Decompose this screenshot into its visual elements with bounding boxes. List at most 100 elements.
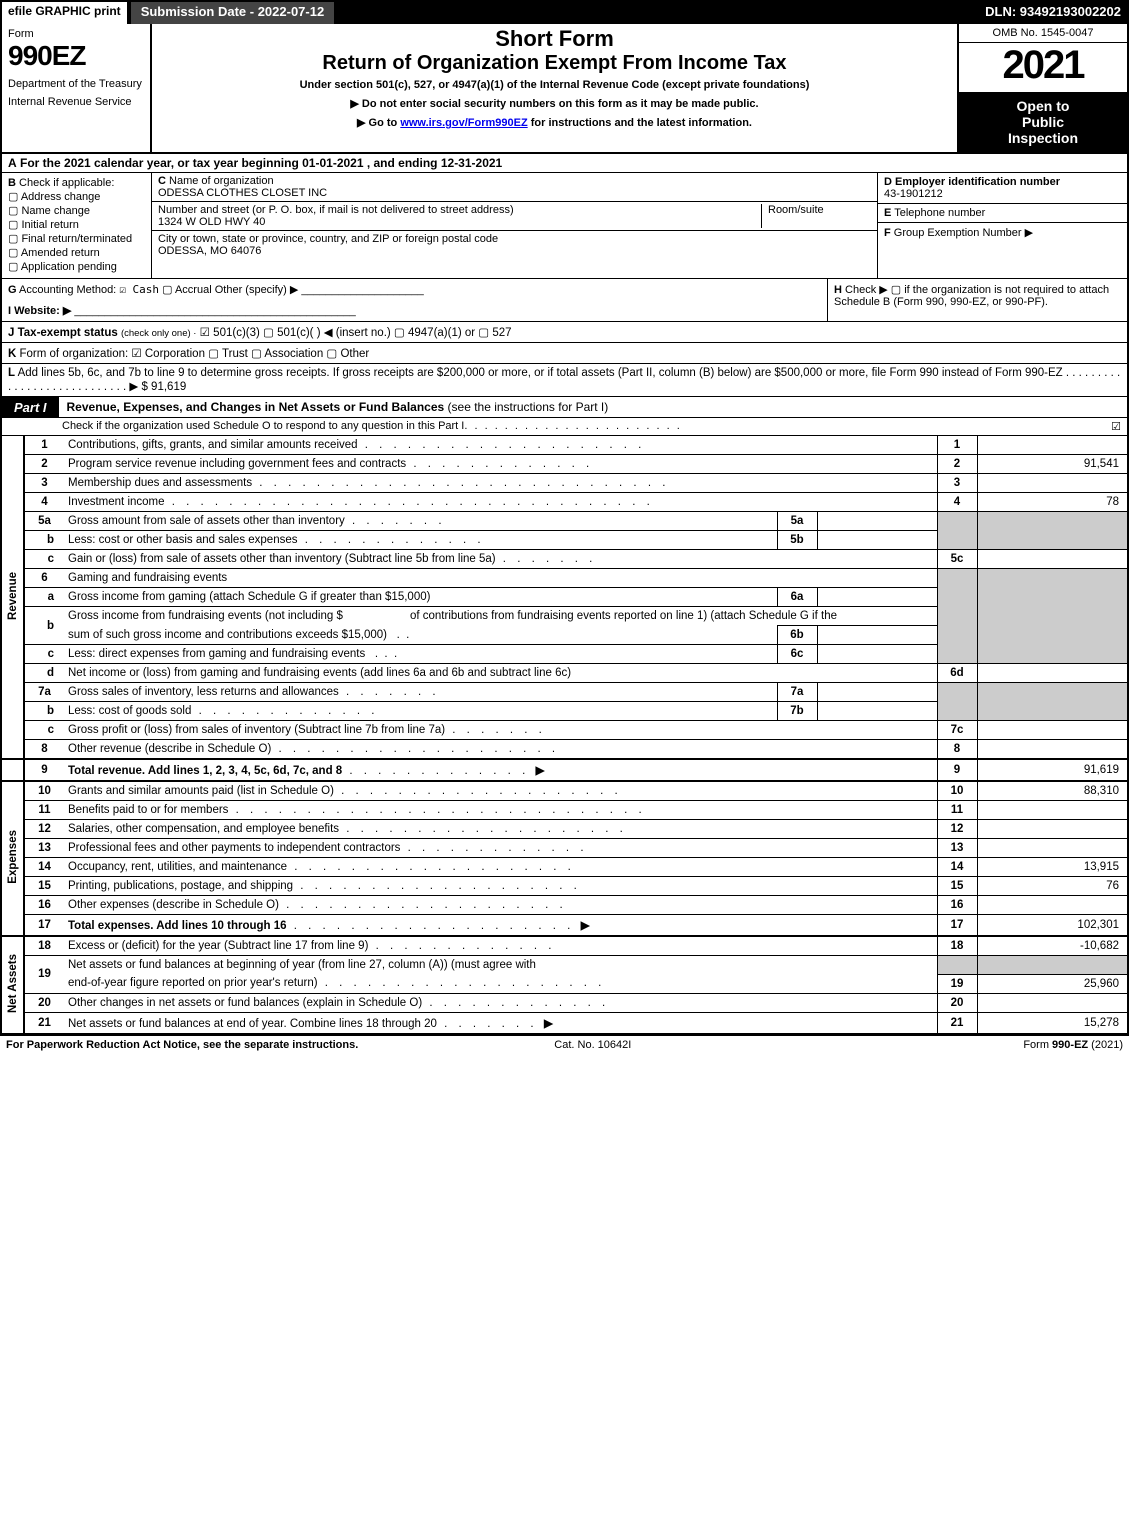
chk-address-change[interactable]: ▢ Address change (8, 190, 145, 203)
l16-amt (977, 896, 1127, 915)
l8-txt: Other revenue (describe in Schedule O) .… (64, 740, 937, 760)
l6d-col: 6d (937, 664, 977, 683)
l6b-txt3: sum of such gross income and contributio… (64, 626, 777, 645)
l3-col: 3 (937, 474, 977, 493)
l6abc-grey (937, 569, 977, 664)
l7b-iv (817, 702, 937, 721)
l14-no: 14 (24, 858, 64, 877)
side-expenses: Expenses (2, 781, 24, 936)
chk-name-change[interactable]: ▢ Name change (8, 204, 145, 217)
check-if-applicable: Check if applicable: (19, 177, 114, 189)
header-left: Form 990EZ Department of the Treasury In… (2, 24, 152, 152)
l5b-txt: Less: cost or other basis and sales expe… (64, 531, 777, 550)
line-13: 13 Professional fees and other payments … (2, 839, 1127, 858)
line-10: Expenses 10 Grants and similar amounts p… (2, 781, 1127, 801)
line-12: 12 Salaries, other compensation, and emp… (2, 820, 1127, 839)
goto-post: for instructions and the latest informat… (528, 117, 752, 129)
no-ssn-notice: ▶ Do not enter social security numbers o… (160, 97, 949, 110)
sec-k-lbl: K (8, 348, 16, 360)
open2: Public (1022, 114, 1064, 130)
l8-amt (977, 740, 1127, 760)
line-7a: 7a Gross sales of inventory, less return… (2, 683, 1127, 702)
chk-accrual[interactable]: ▢ Accrual (162, 284, 212, 296)
l19-txt1: Net assets or fund balances at beginning… (64, 956, 937, 975)
part-1-table: Revenue 1 Contributions, gifts, grants, … (2, 436, 1127, 1033)
l3-no: 3 (24, 474, 64, 493)
section-b: B Check if applicable: ▢ Address change … (2, 173, 152, 278)
line-18: Net Assets 18 Excess or (deficit) for th… (2, 936, 1127, 956)
chk-o-mark[interactable]: ☑ (1111, 420, 1121, 433)
chk-cash[interactable]: ☑ Cash (119, 283, 159, 296)
dln: DLN: 93492193002202 (979, 2, 1127, 24)
l4-col: 4 (937, 493, 977, 512)
l5c-txt: Gain or (loss) from sale of assets other… (64, 550, 937, 569)
ein-cell: D Employer identification number 43-1901… (878, 173, 1127, 204)
open-public-inspection: Open to Public Inspection (959, 92, 1127, 152)
l7a-txt: Gross sales of inventory, less returns a… (64, 683, 777, 702)
line-6d: d Net income or (loss) from gaming and f… (2, 664, 1127, 683)
l9-txt: Total revenue. Add lines 1, 2, 3, 4, 5c,… (64, 759, 937, 781)
chk-application-pending[interactable]: ▢ Application pending (8, 260, 145, 273)
section-h: H Check ▶ ▢ if the organization is not r… (827, 279, 1127, 321)
line-16: 16 Other expenses (describe in Schedule … (2, 896, 1127, 915)
efile-graphic-print: efile GRAPHIC print (2, 2, 127, 24)
form-label: Form (8, 28, 144, 40)
side-rev-end (2, 759, 24, 781)
l8-no: 8 (24, 740, 64, 760)
l6abc-grey-amt (977, 569, 1127, 664)
l12-col: 12 (937, 820, 977, 839)
l7a-iv (817, 683, 937, 702)
name-lbl: Name of organization (169, 175, 274, 187)
sec-c-lbl: C (158, 175, 166, 187)
l18-txt: Excess or (deficit) for the year (Subtra… (64, 936, 937, 956)
line-11: 11 Benefits paid to or for members . . .… (2, 801, 1127, 820)
tax-exempt-opts: ☑ 501(c)(3) ▢ 501(c)( ) ◀ (insert no.) ▢… (200, 327, 512, 339)
l6b-txt1: Gross income from fundraising events (no… (64, 607, 937, 626)
section-d-e-f: D Employer identification number 43-1901… (877, 173, 1127, 278)
irs-link[interactable]: www.irs.gov/Form990EZ (400, 117, 527, 129)
chk-other-specify[interactable]: Other (specify) ▶ (215, 284, 299, 296)
l7c-col: 7c (937, 721, 977, 740)
grp-lbl: Group Exemption Number ▶ (894, 227, 1033, 239)
l11-amt (977, 801, 1127, 820)
l11-txt: Benefits paid to or for members . . . . … (64, 801, 937, 820)
l5b-iv (817, 531, 937, 550)
l2-txt: Program service revenue including govern… (64, 455, 937, 474)
l7ab-grey (937, 683, 977, 721)
chk-final-return[interactable]: ▢ Final return/terminated (8, 232, 145, 245)
l7c-txt: Gross profit or (loss) from sales of inv… (64, 721, 937, 740)
sec-i-lbl: I (8, 305, 11, 317)
l11-no: 11 (24, 801, 64, 820)
accounting-method: G Accounting Method: ☑ Cash ▢ Accrual Ot… (8, 283, 821, 296)
header-right: OMB No. 1545-0047 2021 Open to Public In… (957, 24, 1127, 152)
part-1-lbl: Part I (2, 397, 59, 418)
sec-f-lbl: F (884, 227, 891, 239)
section-k: K Form of organization: ☑ Corporation ▢ … (2, 343, 1127, 364)
l15-col: 15 (937, 877, 977, 896)
city-cell: City or town, state or province, country… (152, 231, 877, 259)
l20-txt: Other changes in net assets or fund bala… (64, 993, 937, 1012)
l12-no: 12 (24, 820, 64, 839)
l19-amt: 25,960 (977, 974, 1127, 993)
tax-year: 2021 (959, 43, 1127, 92)
short-form-title: Short Form (160, 26, 949, 52)
l7c-amt (977, 721, 1127, 740)
sec-h-txt: Check ▶ ▢ if the organization is not req… (834, 284, 1109, 308)
sec-a-lbl: A (8, 156, 17, 170)
chk-o-dots: . . . . . . . . . . . . . . . . . . . . … (464, 420, 1111, 433)
l6b-no: b (24, 607, 64, 645)
line-4: 4 Investment income . . . . . . . . . . … (2, 493, 1127, 512)
l8-col: 8 (937, 740, 977, 760)
form-header: Form 990EZ Department of the Treasury In… (2, 24, 1127, 154)
chk-initial-return[interactable]: ▢ Initial return (8, 218, 145, 231)
l1-amt (977, 436, 1127, 455)
l6d-amt (977, 664, 1127, 683)
sec-d-lbl: D (884, 176, 892, 188)
org-name: ODESSA CLOTHES CLOSET INC (158, 187, 327, 199)
l6c-txt: Less: direct expenses from gaming and fu… (64, 645, 777, 664)
l16-col: 16 (937, 896, 977, 915)
line-5c: c Gain or (loss) from sale of assets oth… (2, 550, 1127, 569)
l6c-iv (817, 645, 937, 664)
chk-amended-return[interactable]: ▢ Amended return (8, 246, 145, 259)
open1: Open to (1017, 98, 1070, 114)
